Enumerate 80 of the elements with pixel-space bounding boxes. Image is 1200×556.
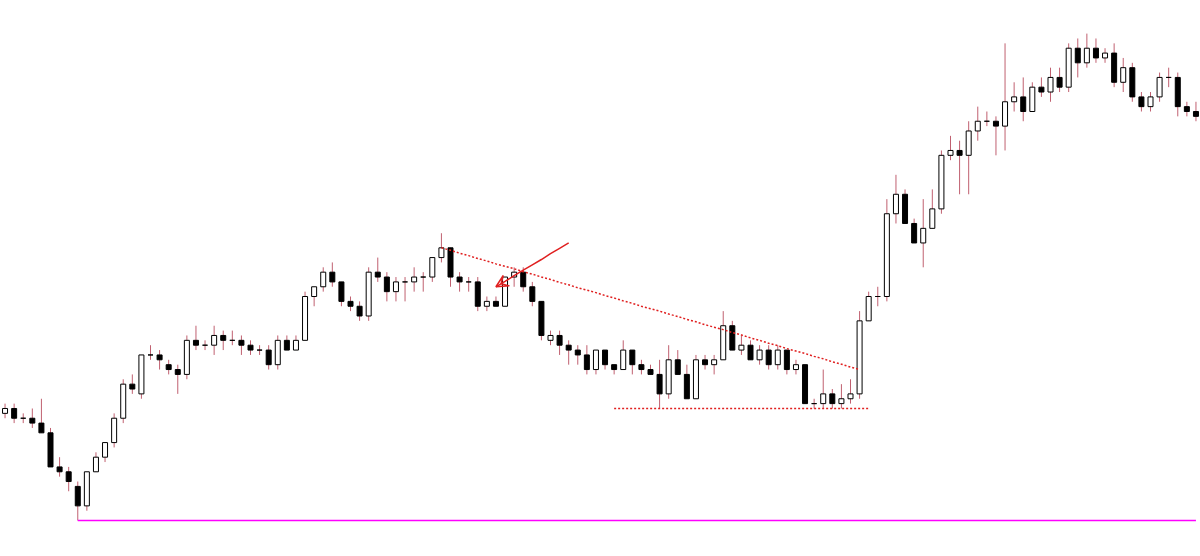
candlestick (329, 261, 336, 288)
candlestick (774, 344, 781, 371)
candlestick (211, 325, 218, 356)
candlestick (847, 378, 854, 405)
candlestick (911, 218, 918, 244)
candlestick (238, 334, 245, 356)
candlestick (1020, 76, 1027, 122)
candlestick (974, 106, 981, 142)
candlestick (674, 349, 681, 375)
candlestick (192, 325, 199, 351)
candlestick (311, 286, 318, 307)
candlestick (829, 388, 836, 409)
candlestick (220, 330, 227, 351)
candlestick (65, 466, 72, 492)
candlestick (529, 281, 536, 307)
candlestick (29, 407, 36, 429)
candlestick (456, 271, 463, 293)
candlestick (74, 481, 81, 521)
candlestick (783, 349, 790, 375)
candlestick (1156, 72, 1163, 103)
candlestick (92, 451, 99, 473)
candlestick (838, 383, 845, 409)
candlestick (56, 456, 63, 478)
candlestick (411, 266, 418, 293)
candlestick (156, 349, 163, 371)
candlestick (1147, 91, 1154, 113)
candlestick (738, 334, 745, 356)
candlestick (992, 115, 999, 156)
candlestick (629, 349, 636, 375)
candlestick (520, 266, 527, 293)
candlestick (1056, 67, 1063, 93)
candlestick (756, 344, 763, 366)
candlestick (792, 359, 799, 375)
candlestick (556, 330, 563, 356)
candlestick (1102, 47, 1109, 64)
candlestick (438, 232, 445, 263)
candlestick (956, 140, 963, 195)
candlestick (892, 174, 899, 224)
candlestick (483, 296, 490, 312)
candlestick (129, 373, 136, 395)
candlestick (1120, 57, 1127, 93)
candlestick (402, 276, 409, 302)
candlestick (947, 135, 954, 161)
candlestick (1192, 101, 1199, 122)
candlestick (429, 257, 436, 283)
candlestick (602, 349, 609, 371)
candlestick (374, 257, 381, 283)
candlestick (392, 276, 399, 302)
candlestick (1083, 33, 1090, 69)
candlestick (102, 442, 109, 463)
candlestick (702, 354, 709, 371)
candlestick (592, 349, 599, 375)
candlestick (920, 198, 927, 268)
candlestick (38, 398, 45, 434)
candlestick (383, 271, 390, 302)
candlestick (711, 354, 718, 375)
candlestick (565, 339, 572, 366)
candlestick (820, 369, 827, 409)
candlestick (338, 281, 345, 307)
candlestick (420, 271, 427, 293)
candlestick (1074, 37, 1081, 78)
candlestick (929, 188, 936, 229)
candlestick (174, 364, 181, 395)
candlestick (1038, 76, 1045, 98)
candlestick (620, 339, 627, 371)
candlestick (765, 344, 772, 371)
candlestick (265, 344, 272, 371)
candlestick (356, 300, 363, 322)
candlestick (320, 266, 327, 293)
candlestick (1092, 37, 1099, 64)
candlestick (1047, 67, 1054, 103)
candlestick (747, 339, 754, 361)
candlestick (1011, 81, 1018, 113)
candlestick (574, 344, 581, 366)
candlestick (2, 403, 9, 419)
candlestick (583, 344, 590, 375)
candlestick (656, 359, 663, 409)
candlestick (1183, 101, 1190, 117)
candlestick (11, 403, 18, 424)
candlestick (1138, 91, 1145, 113)
